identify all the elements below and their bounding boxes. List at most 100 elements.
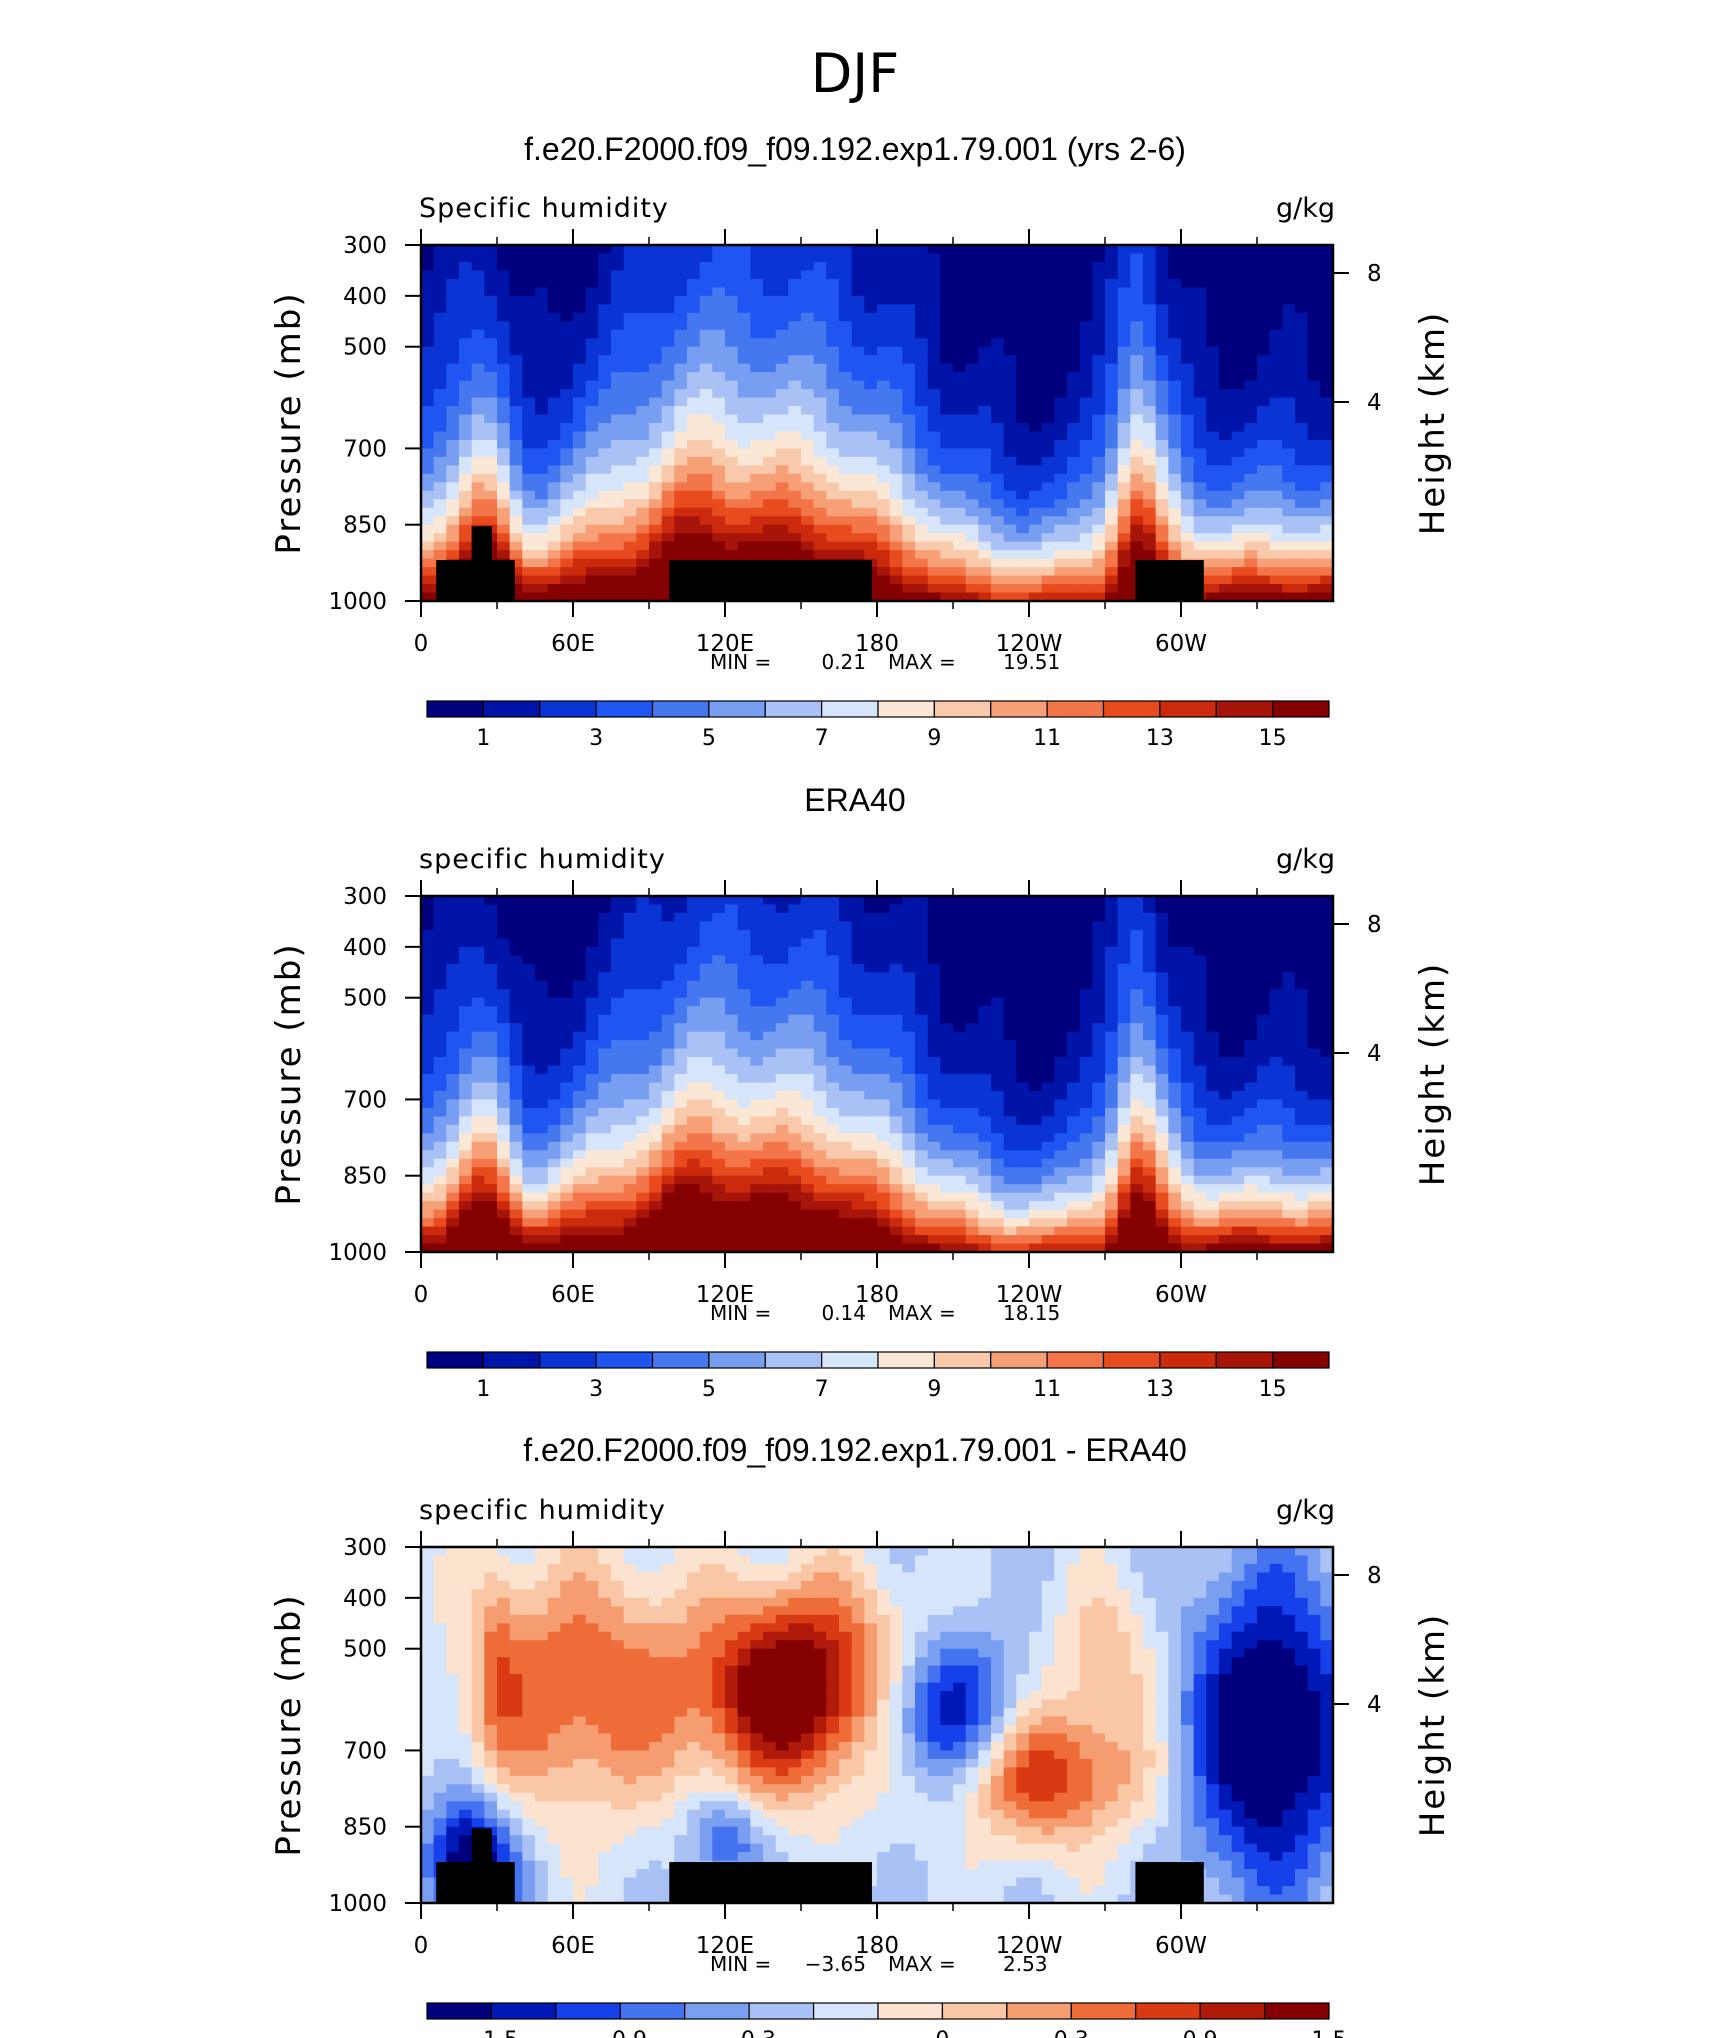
heatmap-cell: [573, 372, 587, 382]
heatmap-cell: [801, 946, 815, 956]
heatmap-cell: [1143, 465, 1157, 475]
heatmap-cell: [497, 338, 511, 348]
heatmap-cell: [1320, 270, 1334, 280]
heatmap-cell: [1231, 584, 1245, 594]
heatmap-cell: [1130, 270, 1144, 280]
heatmap-cell: [433, 904, 447, 914]
heatmap-cell: [699, 245, 713, 255]
heatmap-cell: [421, 414, 435, 424]
heatmap-cell: [1079, 439, 1093, 450]
heatmap-cell: [1168, 270, 1182, 280]
heatmap-cell: [585, 1218, 599, 1228]
heatmap-cell: [927, 550, 941, 560]
heatmap-cell: [1320, 550, 1334, 560]
heatmap-cell: [927, 980, 941, 990]
heatmap-cell: [1181, 321, 1195, 331]
heatmap-cell: [991, 287, 1005, 297]
heatmap-cell: [649, 938, 663, 948]
heatmap-cell: [712, 1107, 726, 1117]
heatmap-cell: [915, 245, 929, 255]
heatmap-cell: [927, 912, 941, 923]
heatmap-cell: [471, 448, 485, 458]
heatmap-cell: [801, 261, 815, 272]
heatmap-cell: [611, 456, 625, 466]
heatmap-cell: [699, 482, 713, 492]
heatmap-cell: [801, 1235, 815, 1245]
heatmap-cell: [611, 1082, 625, 1092]
heatmap-cell: [965, 1048, 979, 1058]
heatmap-cell: [877, 1167, 891, 1177]
heatmap-cell: [674, 1074, 688, 1084]
heatmap-cell: [585, 482, 599, 492]
heatmap-cell: [813, 270, 827, 280]
heatmap-cell: [687, 423, 701, 433]
heatmap-cell: [712, 507, 726, 517]
heatmap-cell: [446, 912, 460, 923]
heatmap-cell: [421, 912, 435, 923]
heatmap-cell: [788, 1048, 802, 1058]
heatmap-cell: [522, 406, 536, 416]
heatmap-cell: [1219, 346, 1233, 356]
heatmap-cell: [509, 304, 523, 314]
heatmap-cell: [433, 929, 447, 939]
heatmap-cell: [471, 287, 485, 297]
heatmap-cell: [1003, 456, 1017, 466]
heatmap-cell: [497, 406, 511, 416]
heatmap-cell: [1079, 321, 1093, 331]
heatmap-cell: [1054, 389, 1068, 399]
heatmap-cell: [522, 355, 536, 365]
heatmap-cell: [535, 245, 549, 255]
heatmap-cell: [585, 584, 599, 594]
heatmap-cell: [661, 363, 675, 373]
heatmap-cell: [991, 253, 1005, 263]
heatmap-cell: [497, 1023, 511, 1033]
heatmap-cell: [560, 1218, 574, 1228]
heatmap-cell: [687, 997, 701, 1007]
heatmap-cell: [915, 533, 929, 543]
heatmap-cell: [712, 473, 726, 483]
heatmap-cell: [839, 482, 853, 492]
heatmap-cell: [1130, 431, 1144, 441]
heatmap-cell: [712, 397, 726, 407]
heatmap-cell: [446, 1158, 460, 1168]
heatmap-cell: [813, 1218, 827, 1228]
heatmap-cell: [826, 1141, 840, 1151]
heatmap-cell: [661, 1057, 675, 1067]
heatmap-cell: [940, 397, 954, 407]
heatmap-cell: [433, 1124, 447, 1134]
heatmap-cell: [839, 1201, 853, 1211]
heatmap-cell: [598, 338, 612, 348]
heatmap-cell: [1143, 550, 1157, 560]
heatmap-cell: [826, 490, 840, 500]
heatmap-cell: [687, 1158, 701, 1168]
heatmap-cell: [1105, 448, 1119, 458]
heatmap-cell: [573, 558, 587, 568]
heatmap-cell: [535, 946, 549, 956]
heatmap-cell: [953, 287, 967, 297]
heatmap-cell: [649, 1226, 663, 1236]
heatmap-cell: [661, 1209, 675, 1219]
heatmap-cell: [775, 380, 789, 390]
heatmap-cell: [446, 1006, 460, 1016]
heatmap-cell: [1029, 414, 1043, 424]
heatmap-cell: [725, 1116, 739, 1126]
heatmap-cell: [471, 423, 485, 433]
heatmap-cell: [484, 329, 498, 339]
heatmap-cell: [636, 1023, 650, 1033]
heatmap-cell: [1130, 312, 1144, 322]
heatmap-cell: [687, 465, 701, 475]
heatmap-cell: [788, 431, 802, 441]
heatmap-cell: [611, 1124, 625, 1134]
heatmap-cell: [978, 980, 992, 990]
heatmap-cell: [813, 423, 827, 433]
heatmap-cell: [611, 321, 625, 331]
heatmap-cell: [775, 499, 789, 509]
heatmap-cell: [471, 1014, 485, 1024]
heatmap-cell: [585, 431, 599, 441]
heatmap-cell: [1257, 304, 1271, 314]
heatmap-cell: [661, 507, 675, 517]
heatmap-cell: [788, 946, 802, 956]
heatmap-cell: [687, 1141, 701, 1151]
heatmap-cell: [1067, 414, 1081, 424]
heatmap-cell: [611, 946, 625, 956]
